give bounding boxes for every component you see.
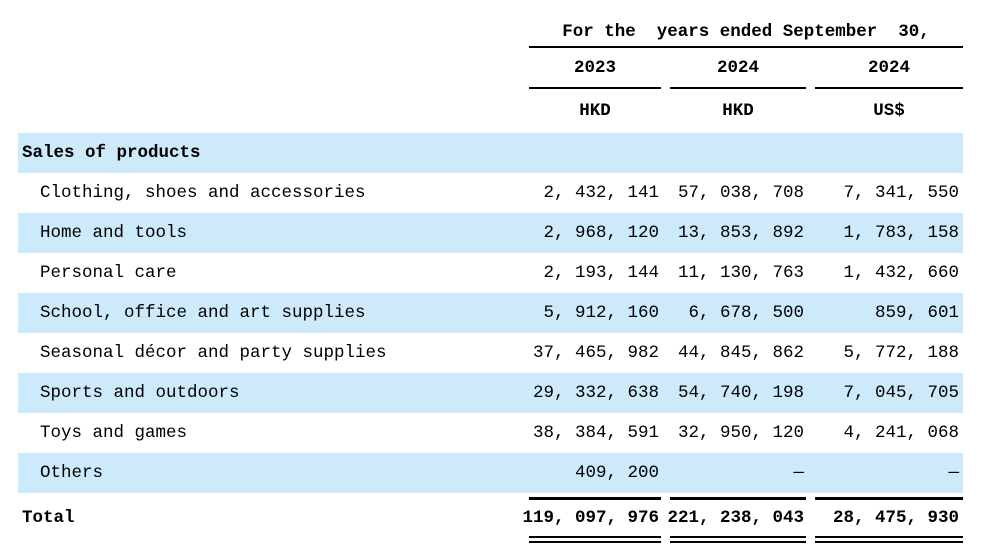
- table-row-others: Others 409, 200 — —: [18, 453, 963, 493]
- year-header: 2023: [529, 48, 661, 89]
- row-label: Home and tools: [40, 223, 188, 243]
- cell-value: 37, 465, 982: [532, 343, 659, 363]
- table-row-home-tools: Home and tools 2, 968, 120 13, 853, 892 …: [18, 213, 963, 253]
- cell-value: 13, 853, 892: [677, 223, 804, 243]
- cell-value: 859, 601: [874, 303, 959, 323]
- cell-value: 5, 772, 188: [843, 343, 959, 363]
- period-header-cell: For the years ended September 30,: [529, 0, 963, 48]
- cell-value: 6, 678, 500: [688, 303, 804, 323]
- empty-cell: [661, 133, 806, 173]
- cell-value: 7, 045, 705: [843, 383, 959, 403]
- section-label: Sales of products: [22, 143, 201, 163]
- total-row: Total 119, 097, 976 221, 238, 043 28, 47…: [18, 493, 963, 545]
- sales-of-products-table: For the years ended September 30, 2023 2…: [18, 0, 963, 545]
- row-label: Toys and games: [40, 423, 188, 443]
- cell-value: 54, 740, 198: [677, 383, 804, 403]
- section-row: Sales of products: [18, 133, 963, 173]
- cell-value: 4, 241, 068: [843, 423, 959, 443]
- header-years-row: 2023 2024 2024: [18, 48, 963, 89]
- row-label: School, office and art supplies: [40, 303, 366, 323]
- total-value: 221, 238, 043: [667, 497, 806, 543]
- cell-value: 11, 130, 763: [677, 263, 804, 283]
- period-title: For the years ended September 30,: [562, 22, 930, 42]
- header-empty-cell: [18, 89, 529, 133]
- total-label: Total: [22, 508, 75, 528]
- row-label: Clothing, shoes and accessories: [40, 183, 366, 203]
- header-empty-cell: [18, 48, 529, 89]
- cell-value: 2, 193, 144: [543, 263, 659, 283]
- cell-value: 38, 384, 591: [532, 423, 659, 443]
- row-label: Seasonal décor and party supplies: [40, 343, 387, 363]
- cell-value: 7, 341, 550: [843, 183, 959, 203]
- table-row-sports-outdoors: Sports and outdoors 29, 332, 638 54, 740…: [18, 373, 963, 413]
- currency-header: US$: [873, 101, 905, 121]
- row-label: Personal care: [40, 263, 177, 283]
- currency-column-2: HKD: [661, 89, 806, 133]
- year-header: 2024: [670, 48, 806, 89]
- total-value: 28, 475, 930: [815, 497, 963, 543]
- cell-value: 29, 332, 638: [532, 383, 659, 403]
- cell-value: 44, 845, 862: [677, 343, 804, 363]
- cell-value: 5, 912, 160: [543, 303, 659, 323]
- table-row-seasonal-decor: Seasonal décor and party supplies 37, 46…: [18, 333, 963, 373]
- table-row-toys-games: Toys and games 38, 384, 591 32, 950, 120…: [18, 413, 963, 453]
- row-label: Sports and outdoors: [40, 383, 240, 403]
- cell-value: —: [793, 463, 804, 483]
- currency-header: HKD: [722, 101, 754, 121]
- cell-value: 2, 968, 120: [543, 223, 659, 243]
- empty-cell: [806, 133, 963, 173]
- row-label: Others: [40, 463, 104, 483]
- header-period-row: For the years ended September 30,: [18, 0, 963, 48]
- currency-header: HKD: [579, 101, 611, 121]
- table-row-personal-care: Personal care 2, 193, 144 11, 130, 763 1…: [18, 253, 963, 293]
- cell-value: 1, 783, 158: [843, 223, 959, 243]
- year-header: 2024: [815, 48, 963, 89]
- table-row-school-office: School, office and art supplies 5, 912, …: [18, 293, 963, 333]
- year-column-3: 2024: [806, 48, 963, 89]
- cell-value: 1, 432, 660: [843, 263, 959, 283]
- currency-column-1: HKD: [529, 89, 661, 133]
- header-currency-row: HKD HKD US$: [18, 89, 963, 133]
- cell-value: 57, 038, 708: [677, 183, 804, 203]
- cell-value: 2, 432, 141: [543, 183, 659, 203]
- cell-value: —: [948, 463, 959, 483]
- header-empty-cell: [18, 0, 529, 48]
- year-column-2: 2024: [661, 48, 806, 89]
- currency-column-3: US$: [806, 89, 963, 133]
- empty-cell: [529, 133, 661, 173]
- cell-value: 32, 950, 120: [677, 423, 804, 443]
- year-column-1: 2023: [529, 48, 661, 89]
- total-value: 119, 097, 976: [522, 497, 661, 543]
- table-row-clothing: Clothing, shoes and accessories 2, 432, …: [18, 173, 963, 213]
- cell-value: 409, 200: [574, 463, 659, 483]
